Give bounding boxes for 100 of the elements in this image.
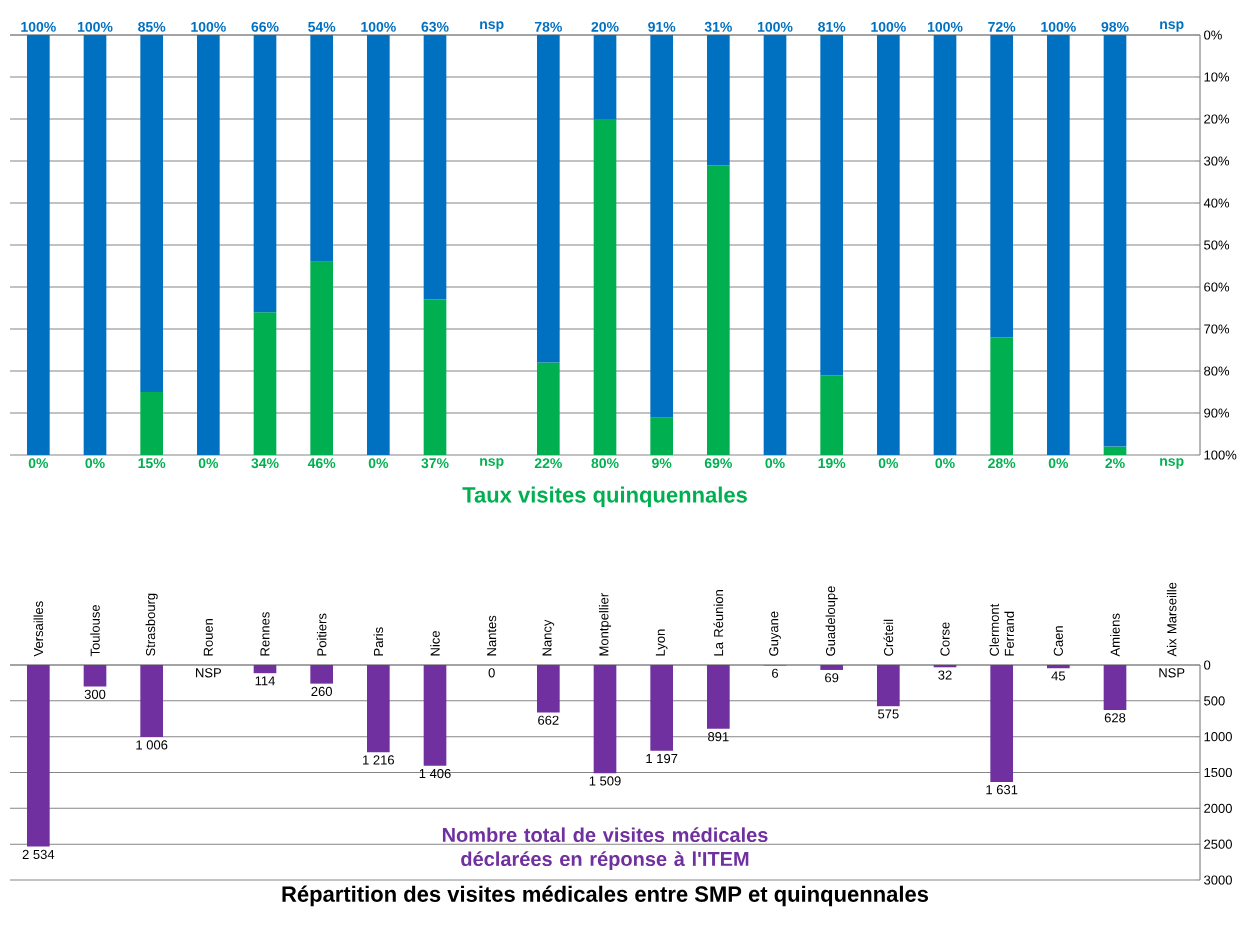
- bar: [310, 35, 334, 262]
- data-label: 575: [878, 709, 899, 719]
- bar: [423, 35, 447, 300]
- y-tick-label: 0%: [1204, 30, 1222, 40]
- data-label: 32: [938, 670, 952, 680]
- data-label: 15%: [138, 458, 166, 469]
- x-tick-label: Amiens: [1110, 613, 1120, 657]
- data-label: 69%: [704, 458, 732, 469]
- x-tick-label: Guyane: [769, 611, 781, 656]
- y-tick-label: 2000: [1204, 803, 1232, 813]
- series-label: Taux visites quinquennales: [462, 486, 747, 508]
- data-label: 0%: [28, 458, 49, 469]
- bar: [820, 35, 844, 376]
- text: nsp: [480, 458, 504, 469]
- bar: [990, 665, 1014, 782]
- bar: [537, 362, 560, 455]
- x-tick-label: Caen: [1053, 626, 1063, 656]
- bar: [423, 299, 447, 455]
- data-label: 0%: [85, 458, 105, 469]
- x-tick-label: Toulouse: [90, 605, 100, 657]
- bar: [27, 35, 50, 455]
- data-label: 1 197: [646, 753, 678, 764]
- bar: [253, 312, 277, 455]
- bar: [650, 417, 674, 455]
- bar: [83, 665, 107, 687]
- y-tick-label: 50%: [1204, 240, 1230, 250]
- y-tick-label: 3000: [1204, 875, 1232, 885]
- data-label: 628: [1104, 713, 1126, 723]
- bar: [310, 261, 334, 455]
- data-label: 0%: [878, 458, 899, 469]
- x-tick-label: Versailles: [33, 601, 44, 657]
- bar: [253, 35, 277, 313]
- data-label: 78%: [534, 21, 562, 32]
- data-label: 80%: [591, 458, 619, 469]
- data-label: 1 006: [136, 740, 168, 750]
- data-label: 1 509: [589, 776, 621, 786]
- bar: [707, 35, 730, 166]
- data-label: 37%: [421, 458, 449, 469]
- data-label: 2 534: [22, 849, 55, 860]
- data-label: 9%: [652, 458, 672, 469]
- y-tick-label: 40%: [1203, 198, 1230, 208]
- data-label: 66%: [251, 21, 279, 32]
- x-tick-label: Clermont Ferrand: [989, 603, 1014, 656]
- bar: [820, 375, 844, 455]
- x-tick-label: Créteil: [883, 619, 894, 656]
- bar: [537, 35, 560, 363]
- data-label: 100%: [927, 21, 963, 32]
- data-label: 114: [255, 676, 275, 686]
- y-tick-label: 80%: [1204, 366, 1230, 376]
- bar: [1103, 35, 1127, 447]
- x-tick-label: Lyon: [655, 629, 668, 656]
- y-tick-label: 70%: [1204, 324, 1230, 334]
- y-tick-label: 2500: [1204, 839, 1232, 849]
- text: nsp: [1160, 21, 1184, 32]
- data-label: 31%: [704, 21, 732, 32]
- bar: [1047, 35, 1070, 455]
- data-label: 34%: [251, 458, 279, 469]
- x-tick-label: Nancy: [542, 619, 555, 656]
- data-label: 0%: [765, 458, 785, 469]
- data-label: 98%: [1101, 21, 1129, 32]
- bar: [253, 665, 277, 674]
- x-tick-label: La Réunion: [713, 590, 724, 656]
- text: NSP: [1159, 668, 1185, 678]
- bar: [593, 665, 617, 774]
- bar: [593, 35, 617, 119]
- data-label: 81%: [818, 21, 846, 32]
- y-tick-label: 1500: [1204, 767, 1232, 778]
- data-label: 1 631: [986, 785, 1018, 795]
- data-label: 85%: [138, 21, 166, 32]
- data-label: 0%: [1048, 458, 1069, 469]
- x-tick-label: Nice: [430, 631, 440, 656]
- text: Nombre total de visites médicales déclarées en réponse à l'ITEM: [442, 827, 768, 871]
- x-tick-label: Paris: [373, 627, 384, 656]
- data-label: 54%: [308, 21, 336, 32]
- data-label: 0%: [368, 458, 389, 469]
- bar: [933, 35, 957, 455]
- x-tick-label: Rennes: [260, 612, 270, 656]
- data-label: 1 406: [419, 768, 451, 779]
- bar: [707, 665, 730, 729]
- data-label: 2%: [1105, 458, 1125, 469]
- data-label: 69: [825, 673, 839, 683]
- data-label: 662: [538, 715, 559, 725]
- bar: [593, 119, 617, 455]
- y-tick-label: 20%: [1204, 114, 1230, 124]
- data-label: 72%: [988, 21, 1016, 32]
- bar: [27, 665, 50, 847]
- bar: [423, 665, 447, 766]
- bar: [650, 665, 674, 751]
- data-label: 45: [1051, 671, 1066, 681]
- data-label: 0%: [198, 458, 219, 469]
- bar: [537, 665, 560, 713]
- bar: [820, 665, 844, 670]
- data-label: 100%: [871, 21, 906, 32]
- bar: [877, 35, 900, 455]
- data-label: 1 216: [363, 755, 395, 765]
- y-tick-label: 30%: [1204, 156, 1230, 166]
- bar: [877, 665, 900, 707]
- y-tick-label: 0: [1204, 660, 1211, 670]
- data-label: 100%: [191, 21, 226, 32]
- bar: [990, 337, 1014, 455]
